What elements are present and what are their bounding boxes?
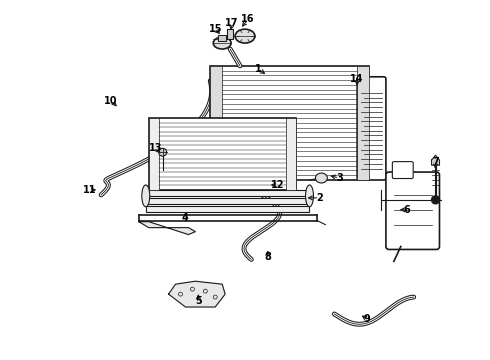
Polygon shape	[432, 155, 440, 165]
Text: 14: 14	[350, 74, 364, 84]
FancyBboxPatch shape	[357, 77, 386, 180]
Text: 13: 13	[149, 143, 163, 153]
Bar	[146, 190, 310, 196]
Circle shape	[159, 148, 167, 156]
Ellipse shape	[316, 173, 327, 183]
Bar	[149, 118, 295, 190]
Bar	[286, 118, 295, 190]
Bar	[149, 118, 159, 190]
Text: 17: 17	[225, 18, 239, 28]
Ellipse shape	[142, 185, 150, 207]
Text: 8: 8	[265, 252, 271, 262]
Bar	[146, 206, 310, 212]
FancyBboxPatch shape	[386, 172, 440, 249]
Text: 11: 11	[82, 185, 96, 195]
Bar	[227, 29, 233, 39]
Text: 9: 9	[364, 314, 370, 324]
Ellipse shape	[235, 29, 255, 43]
Text: 1: 1	[254, 64, 261, 74]
Text: 15: 15	[208, 24, 222, 34]
Circle shape	[432, 196, 440, 204]
Polygon shape	[139, 222, 196, 235]
Bar	[218, 35, 226, 41]
Text: 2: 2	[316, 193, 323, 203]
Text: 16: 16	[241, 14, 255, 24]
Text: 6: 6	[403, 205, 410, 215]
Ellipse shape	[306, 185, 314, 207]
Bar	[146, 198, 310, 204]
Text: 12: 12	[271, 180, 285, 190]
Bar	[357, 66, 369, 180]
Bar	[210, 66, 222, 180]
Polygon shape	[169, 281, 225, 307]
Ellipse shape	[213, 37, 231, 49]
Text: 10: 10	[104, 96, 118, 105]
Text: 4: 4	[182, 213, 189, 223]
FancyBboxPatch shape	[392, 162, 413, 179]
Text: 7: 7	[432, 157, 439, 167]
Bar	[210, 66, 369, 180]
Text: 5: 5	[195, 296, 202, 306]
Text: 3: 3	[336, 173, 343, 183]
